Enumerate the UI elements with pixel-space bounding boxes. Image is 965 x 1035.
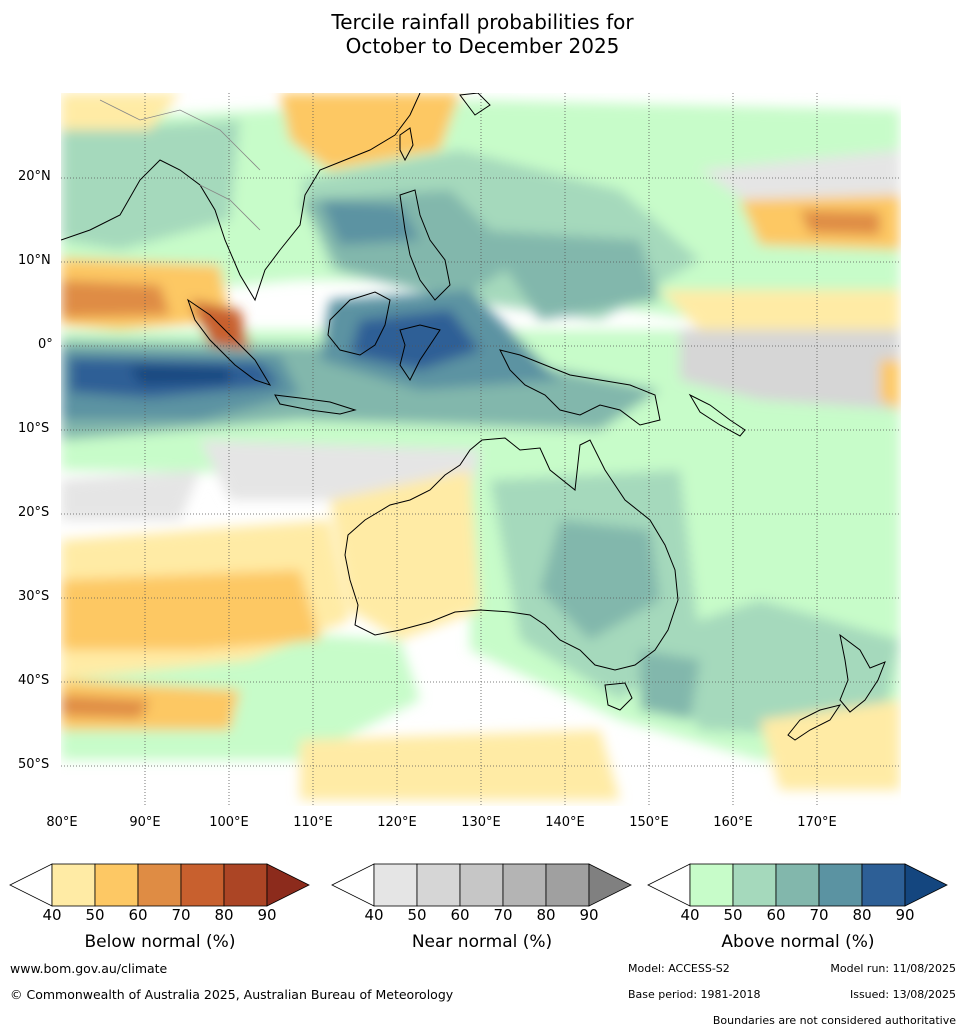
- below-tick-40: 40: [42, 906, 62, 924]
- lon-label-150e: 150°E: [629, 815, 669, 830]
- below-tick-80: 80: [214, 906, 234, 924]
- map-title: Tercile rainfall probabilities for Octob…: [0, 10, 965, 58]
- lat-label-10s: 10°S: [18, 421, 50, 436]
- above-50-bay: [61, 120, 240, 250]
- near-tick-80: 80: [536, 906, 556, 924]
- lon-label-90e: 90°E: [129, 815, 161, 830]
- lat-label-40s: 40°S: [18, 673, 50, 688]
- above-50-tasman: [640, 600, 900, 740]
- asia-coastline: [61, 93, 421, 302]
- below-tick-50: 50: [85, 906, 105, 924]
- below-india-north: [61, 93, 180, 130]
- below-south-of-nz: [760, 700, 900, 790]
- lon-label-130e: 130°E: [461, 815, 501, 830]
- website-link[interactable]: www.bom.gov.au/climate: [10, 961, 168, 976]
- lat-label-20s: 20°S: [18, 505, 50, 520]
- country-borders: [99, 99, 261, 231]
- probability-shading: [61, 93, 900, 800]
- near-tick-70: 70: [493, 906, 513, 924]
- map-gridlines: [61, 93, 901, 806]
- lat-label-10n: 10°N: [18, 253, 51, 268]
- lon-label-160e: 160°E: [713, 815, 753, 830]
- lon-label-100e: 100°E: [209, 815, 249, 830]
- near-legend-title: Near normal (%): [411, 932, 553, 952]
- below-western-australia: [330, 470, 480, 640]
- below-50-south-indian: [61, 570, 320, 650]
- below-60-bay: [61, 280, 170, 318]
- colorbar-below: [9, 863, 310, 907]
- coastlines: [61, 93, 886, 741]
- sulawesi-coastline: [399, 324, 441, 381]
- below-50-far-south: [61, 680, 240, 730]
- below-60-far-south: [61, 695, 150, 718]
- above-60-qld: [540, 520, 660, 640]
- model-name: Model: ACCESS-S2: [628, 962, 730, 975]
- below-tick-60: 60: [128, 906, 148, 924]
- lon-label-170e: 170°E: [797, 815, 837, 830]
- above-90-indian: [130, 365, 230, 384]
- below-tick-90: 90: [257, 906, 277, 924]
- below-legend-title: Below normal (%): [84, 932, 236, 952]
- taiwan-coastline: [399, 127, 414, 162]
- below-east-edge: [880, 360, 900, 410]
- probability-field: [61, 93, 901, 806]
- lat-label-30s: 30°S: [18, 589, 50, 604]
- solomon-islands: [688, 393, 746, 437]
- below-60-pacific: [800, 210, 880, 235]
- base-period: Base period: 1981-2018: [628, 988, 761, 1001]
- below-tick-70: 70: [171, 906, 191, 924]
- disclaimer: Boundaries are not considered authoritat…: [712, 1014, 956, 1027]
- near-tick-50: 50: [407, 906, 427, 924]
- lat-label-0: 0°: [38, 337, 53, 352]
- above-tick-70: 70: [809, 906, 829, 924]
- above-tick-60: 60: [766, 906, 786, 924]
- below-southern-ocean: [300, 730, 620, 800]
- new-zealand-north: [839, 633, 886, 713]
- java-coastline: [274, 394, 357, 415]
- issued-date: Issued: 13/08/2025: [849, 988, 956, 1001]
- above-60-pacific: [480, 230, 660, 320]
- australia-coastline: [344, 437, 679, 671]
- near-tick-60: 60: [450, 906, 470, 924]
- near-tick-90: 90: [579, 906, 599, 924]
- new-guinea-coastline: [499, 349, 661, 426]
- above-tick-80: 80: [852, 906, 872, 924]
- title-line-1: Tercile rainfall probabilities for: [331, 10, 634, 34]
- tasmania-coastline: [604, 682, 633, 711]
- model-run: Model run: 11/08/2025: [830, 962, 956, 975]
- above-60-tasman: [640, 650, 700, 720]
- below-band-pacific: [660, 290, 900, 330]
- lon-label-110e: 110°E: [293, 815, 333, 830]
- above-70-scs: [320, 200, 420, 245]
- japan-coastline: [459, 93, 491, 116]
- lat-label-20n: 20°N: [18, 169, 51, 184]
- lon-label-80e: 80°E: [46, 815, 78, 830]
- near-band-pacific: [680, 320, 900, 410]
- title-line-2: October to December 2025: [345, 34, 620, 58]
- above-tick-50: 50: [723, 906, 743, 924]
- borneo-coastline: [327, 291, 391, 356]
- above-legend-title: Above normal (%): [721, 932, 875, 952]
- below-china: [280, 93, 460, 170]
- above-tick-40: 40: [680, 906, 700, 924]
- philippines-coastline: [399, 189, 451, 301]
- copyright-text: © Commonwealth of Australia 2025, Austra…: [10, 987, 454, 1002]
- near-band-west-indian: [61, 470, 200, 520]
- lon-label-120e: 120°E: [377, 815, 417, 830]
- near-band-north-pacific: [700, 150, 900, 210]
- near-tick-40: 40: [364, 906, 384, 924]
- above-80-borneo: [350, 310, 480, 370]
- sumatra-coastline: [187, 298, 272, 386]
- new-zealand-south: [787, 704, 842, 741]
- lat-label-50s: 50°S: [18, 757, 50, 772]
- colorbar-near: [331, 863, 632, 907]
- colorbar-above: [647, 863, 948, 907]
- lon-label-140e: 140°E: [545, 815, 585, 830]
- above-tick-90: 90: [895, 906, 915, 924]
